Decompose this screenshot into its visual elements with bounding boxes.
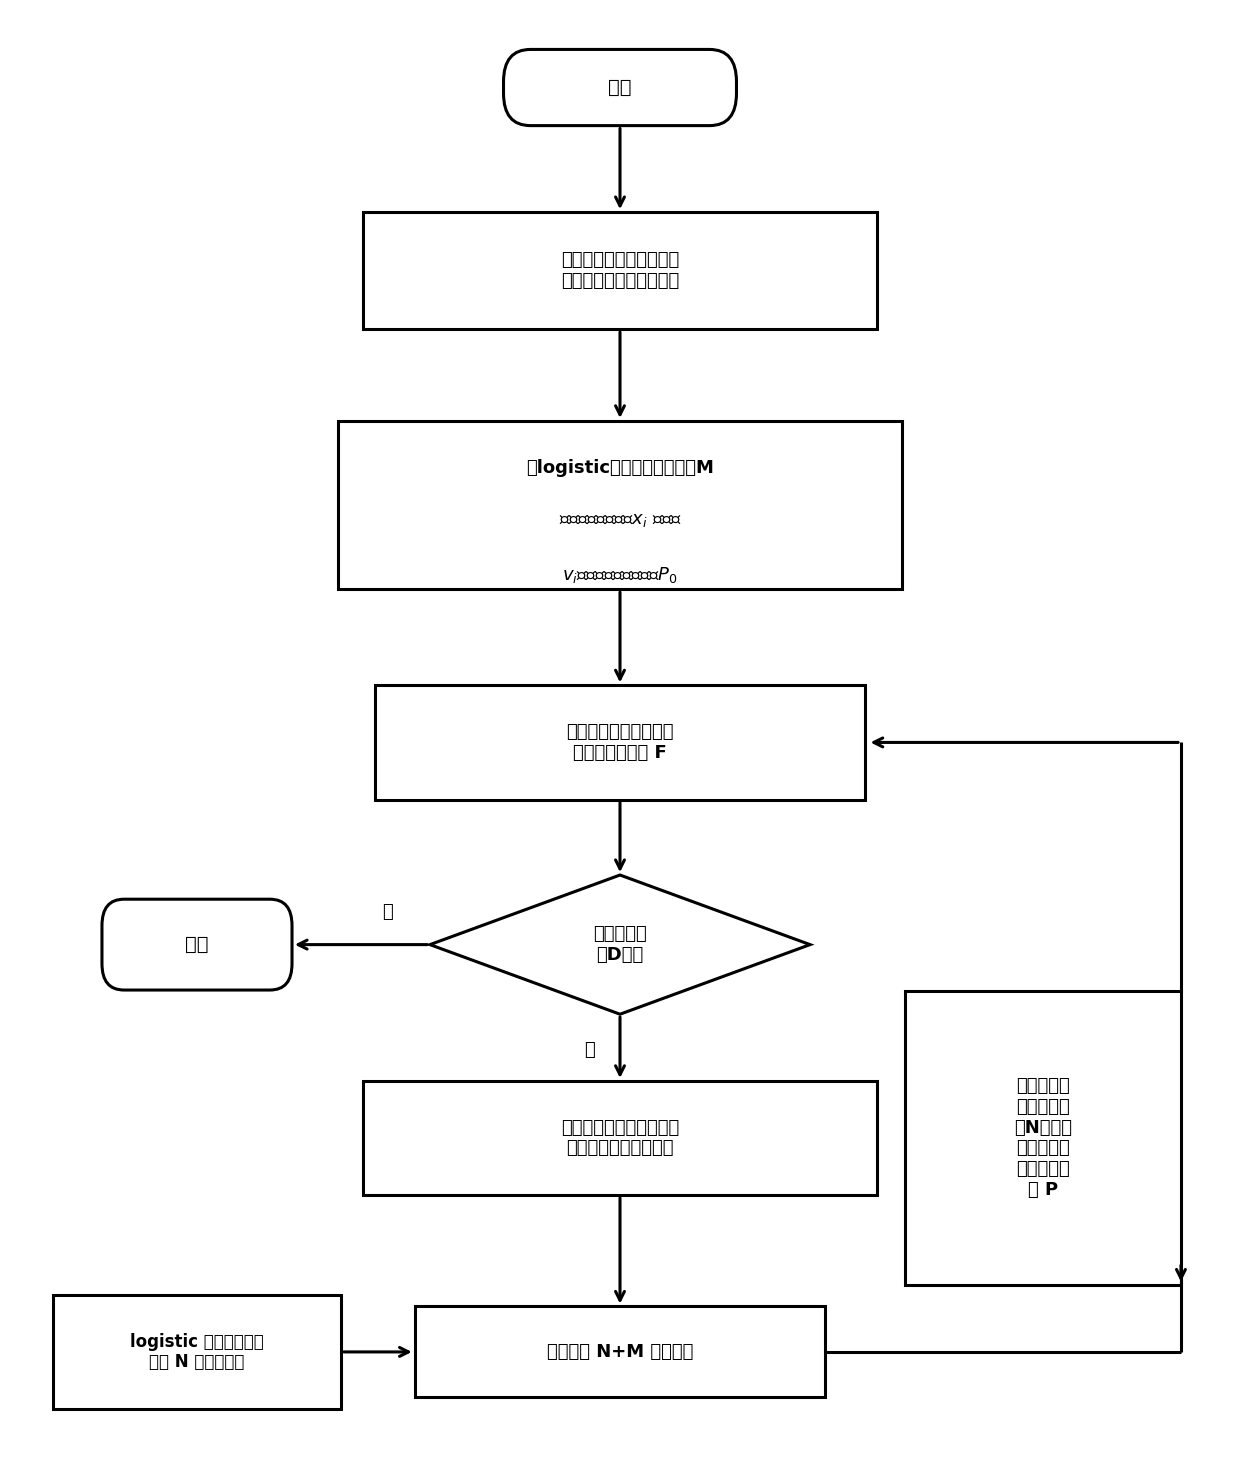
Bar: [362, 211, 878, 330]
FancyBboxPatch shape: [102, 899, 291, 989]
Text: 开始: 开始: [185, 935, 208, 954]
Bar: [414, 1306, 826, 1398]
Bar: [374, 685, 866, 800]
Text: 由logistic回归分析映射产生M: 由logistic回归分析映射产生M: [526, 460, 714, 478]
Text: logistic 回归分析映射
产生 N 个新的粒子: logistic 回归分析映射 产生 N 个新的粒子: [130, 1333, 264, 1371]
Text: 是否满足精
度D要求: 是否满足精 度D要求: [593, 926, 647, 964]
FancyBboxPatch shape: [503, 49, 737, 126]
Text: 是: 是: [382, 904, 392, 921]
Bar: [362, 1081, 878, 1195]
Text: $v_i$，形成初始粒子群体$P_0$: $v_i$，形成初始粒子群体$P_0$: [562, 565, 678, 586]
Text: 通过浓度选
择机制，选
出N个合适
的粒子，形
成新的粒子
群 P: 通过浓度选 择机制，选 出N个合适 的粒子，形 成新的粒子 群 P: [1014, 1077, 1073, 1199]
Text: 否: 否: [584, 1041, 595, 1059]
Text: 个粒子的初始位置$x_i$ 和速度: 个粒子的初始位置$x_i$ 和速度: [559, 510, 681, 528]
Bar: [53, 1294, 341, 1409]
Text: 形成新的 N+M 粒子群体: 形成新的 N+M 粒子群体: [547, 1343, 693, 1361]
Bar: [339, 422, 901, 589]
Text: 调用潮流计算程序计算
各粒子的适应值 F: 调用潮流计算程序计算 各粒子的适应值 F: [567, 723, 673, 762]
Bar: [905, 991, 1180, 1285]
Polygon shape: [430, 876, 810, 1015]
Text: 输入优化配置目标函数参
数数据，给定初始化条件: 输入优化配置目标函数参 数数据，给定初始化条件: [560, 251, 680, 290]
Text: 开始: 开始: [609, 78, 631, 98]
Text: 更新局部和全局最优解，
更新粒子的速度和位置: 更新局部和全局最优解， 更新粒子的速度和位置: [560, 1118, 680, 1158]
